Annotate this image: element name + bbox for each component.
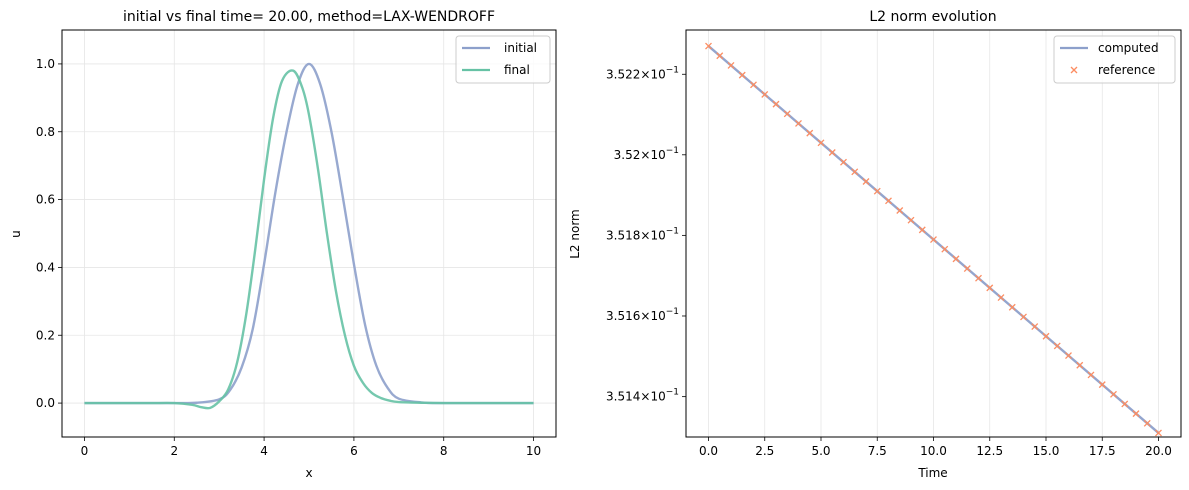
right-y-tick-label: 3.52×10−1 xyxy=(614,146,679,162)
right-reference-marker xyxy=(817,139,825,147)
left-y-tick-label: 0.2 xyxy=(36,328,55,342)
right-chart-x-axis-label: Time xyxy=(917,466,947,480)
left-chart-ticks: 0 2 4 6 8 10 0.0 0.2 0.4 0.6 0.8 1.0 xyxy=(36,57,541,458)
left-chart-legend: initial final xyxy=(455,35,551,84)
right-reference-marker xyxy=(896,207,904,214)
left-chart-axes-frame xyxy=(61,29,557,438)
right-x-tick-label: 5.0 xyxy=(811,444,830,458)
right-reference-marker xyxy=(851,168,859,176)
left-legend-label-final: final xyxy=(504,63,530,77)
right-reference-marker xyxy=(1155,429,1162,437)
right-reference-marker xyxy=(750,81,757,89)
right-chart-title: L2 norm evolution xyxy=(869,9,996,25)
right-reference-marker xyxy=(918,226,926,234)
right-reference-marker xyxy=(1143,419,1151,427)
left-series-line-final xyxy=(84,69,534,410)
left-legend-label-initial: initial xyxy=(504,41,537,55)
right-x-tick-label: 7.5 xyxy=(868,444,887,458)
right-y-tick-label: 3.518×10−1 xyxy=(606,226,679,242)
right-chart-y-axis-label: L2 norm xyxy=(568,209,582,259)
right-reference-marker xyxy=(738,71,746,79)
right-reference-marker xyxy=(1020,313,1027,321)
right-reference-marker xyxy=(997,294,1005,302)
right-x-tick-label: 2.5 xyxy=(755,444,774,458)
right-reference-marker xyxy=(907,216,915,224)
left-y-tick-label: 1.0 xyxy=(36,57,55,71)
right-y-tick-label: 3.522×10−1 xyxy=(606,65,679,81)
right-x-tick-label: 20.0 xyxy=(1145,444,1172,458)
left-x-tick-label: 4 xyxy=(260,444,268,458)
right-reference-marker xyxy=(885,197,892,205)
right-reference-marker xyxy=(1065,352,1072,360)
right-chart-panel: 0.0 2.5 5.0 7.5 10.0 12.5 15.0 17.5 20.0 3.514×10… xyxy=(568,9,1182,480)
left-y-tick-label: 0.6 xyxy=(36,193,55,207)
right-reference-marker xyxy=(840,158,847,166)
left-x-tick-label: 0 xyxy=(81,444,89,458)
right-legend-label-reference: reference xyxy=(1098,63,1155,77)
right-reference-marker xyxy=(1087,371,1095,379)
left-x-tick-label: 6 xyxy=(350,444,358,458)
right-reference-marker xyxy=(772,100,780,108)
right-reference-marker xyxy=(783,110,791,118)
right-reference-marker xyxy=(862,178,870,185)
left-chart-series-group xyxy=(84,62,534,410)
left-chart-panel: 0 2 4 6 8 10 0.0 0.2 0.4 0.6 0.8 1.0 initial vs fin… xyxy=(9,9,557,480)
left-y-tick-label: 0.4 xyxy=(36,260,55,274)
right-reference-marker xyxy=(1121,400,1129,408)
right-reference-marker xyxy=(1098,381,1106,389)
left-x-tick-label: 10 xyxy=(526,444,541,458)
right-reference-marker xyxy=(795,120,802,127)
right-reference-marker xyxy=(1110,390,1117,398)
right-reference-marker xyxy=(806,129,814,137)
right-reference-marker xyxy=(828,149,836,156)
right-reference-marker xyxy=(1031,323,1039,331)
left-chart-grid xyxy=(62,30,556,437)
right-y-tick-label: 3.516×10−1 xyxy=(606,307,679,323)
right-reference-marker xyxy=(1042,332,1050,340)
right-reference-marker xyxy=(1076,361,1084,369)
right-reference-marker xyxy=(716,52,724,60)
left-chart-x-axis-label: x xyxy=(305,466,312,480)
right-chart-legend: computed reference xyxy=(1053,35,1176,84)
right-legend-swatch-reference xyxy=(1070,66,1078,74)
right-reference-marker xyxy=(986,284,994,292)
left-y-tick-label: 0.8 xyxy=(36,125,55,139)
right-legend-label-computed: computed xyxy=(1098,41,1159,55)
left-chart-y-axis-label: u xyxy=(9,230,23,238)
right-reference-marker xyxy=(1053,342,1061,350)
right-chart-ticks: 0.0 2.5 5.0 7.5 10.0 12.5 15.0 17.5 20.0 3.514×10… xyxy=(606,65,1172,458)
right-reference-marker xyxy=(1008,303,1016,311)
left-y-tick-label: 0.0 xyxy=(36,396,55,410)
left-x-tick-label: 8 xyxy=(440,444,448,458)
right-reference-marker xyxy=(963,265,971,273)
right-x-tick-label: 17.5 xyxy=(1089,444,1116,458)
right-reference-marker xyxy=(873,187,881,195)
right-x-tick-label: 12.5 xyxy=(976,444,1003,458)
right-reference-marker xyxy=(930,236,937,243)
right-reference-marker xyxy=(941,245,949,253)
right-reference-marker xyxy=(952,255,960,263)
right-x-tick-label: 10.0 xyxy=(920,444,947,458)
right-reference-marker xyxy=(1132,410,1140,418)
right-chart-grid xyxy=(708,30,1159,437)
left-x-tick-label: 2 xyxy=(170,444,178,458)
right-reference-marker xyxy=(727,61,735,69)
right-reference-marker xyxy=(975,274,982,282)
right-x-tick-label: 0.0 xyxy=(699,444,718,458)
right-chart-series-group xyxy=(705,42,1162,437)
left-chart-title: initial vs final time= 20.00, method=LAX… xyxy=(123,9,495,25)
right-y-tick-label: 3.514×10−1 xyxy=(606,388,679,404)
right-reference-marker xyxy=(705,42,712,50)
right-reference-marker xyxy=(761,90,769,98)
right-x-tick-label: 15.0 xyxy=(1033,444,1060,458)
